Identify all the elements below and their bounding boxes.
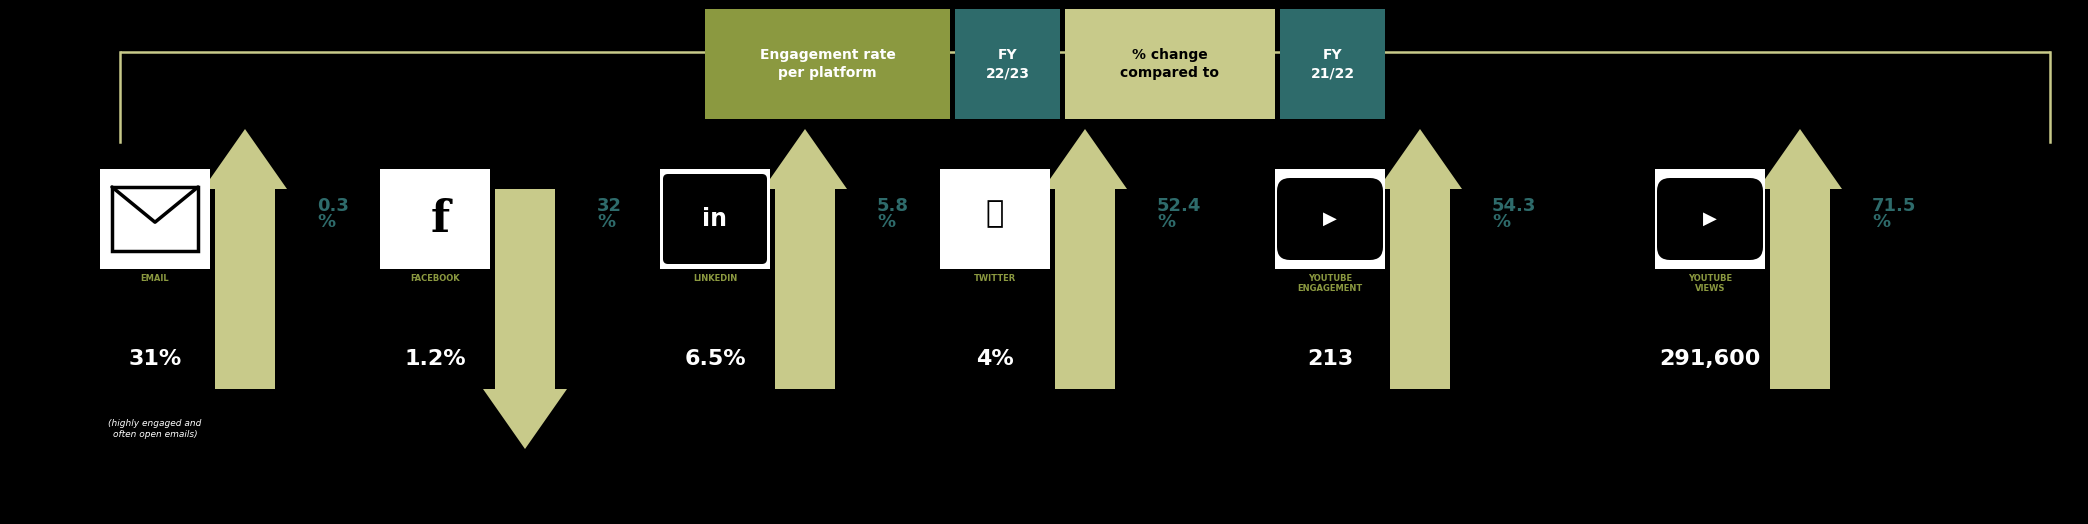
- Text: 0.3
%: 0.3 %: [317, 196, 349, 231]
- Text: 71.5
%: 71.5 %: [1873, 196, 1917, 231]
- Polygon shape: [1044, 129, 1128, 389]
- Text: 213: 213: [1307, 349, 1353, 369]
- Bar: [1280, 9, 1384, 119]
- Polygon shape: [1758, 129, 1842, 389]
- Bar: [954, 9, 1061, 119]
- Text: in: in: [702, 207, 727, 231]
- Text: Engagement rate
per platform: Engagement rate per platform: [760, 48, 896, 80]
- Text: f: f: [430, 198, 449, 241]
- Bar: [1065, 9, 1276, 119]
- Polygon shape: [203, 129, 286, 389]
- Polygon shape: [762, 129, 848, 389]
- Bar: [1656, 169, 1764, 269]
- Text: EMAIL: EMAIL: [140, 274, 169, 283]
- Bar: [1276, 169, 1384, 269]
- Text: 6.5%: 6.5%: [685, 349, 745, 369]
- Bar: [100, 169, 211, 269]
- Text: 4%: 4%: [975, 349, 1015, 369]
- Bar: [660, 169, 770, 269]
- Text: ▶: ▶: [1324, 210, 1336, 228]
- Text: 31%: 31%: [127, 349, 182, 369]
- Text: (highly engaged and
often open emails): (highly engaged and often open emails): [109, 419, 203, 439]
- Polygon shape: [482, 189, 568, 449]
- Text: % change
compared to: % change compared to: [1121, 48, 1219, 80]
- Text: YOUTUBE
ENGAGEMENT: YOUTUBE ENGAGEMENT: [1297, 274, 1363, 293]
- Text: 291,600: 291,600: [1660, 349, 1760, 369]
- Text: 1.2%: 1.2%: [405, 349, 466, 369]
- Text: ▶: ▶: [1704, 210, 1716, 228]
- Text: 32
%: 32 %: [597, 196, 622, 231]
- FancyBboxPatch shape: [664, 174, 766, 264]
- Text: 5.8
%: 5.8 %: [877, 196, 908, 231]
- Text: 52.4
%: 52.4 %: [1157, 196, 1201, 231]
- Bar: [706, 9, 950, 119]
- Bar: [940, 169, 1050, 269]
- Text: 🐦: 🐦: [986, 200, 1004, 228]
- Text: FY
22/23: FY 22/23: [986, 48, 1029, 80]
- Text: YOUTUBE
VIEWS: YOUTUBE VIEWS: [1687, 274, 1733, 293]
- Text: TWITTER: TWITTER: [973, 274, 1017, 283]
- FancyBboxPatch shape: [1278, 178, 1382, 260]
- Text: FY
21/22: FY 21/22: [1311, 48, 1355, 80]
- Bar: [113, 187, 198, 251]
- Text: LINKEDIN: LINKEDIN: [693, 274, 737, 283]
- Text: FACEBOOK: FACEBOOK: [409, 274, 459, 283]
- Polygon shape: [1378, 129, 1462, 389]
- Bar: [380, 169, 491, 269]
- FancyBboxPatch shape: [1658, 178, 1762, 260]
- Text: 54.3
%: 54.3 %: [1493, 196, 1537, 231]
